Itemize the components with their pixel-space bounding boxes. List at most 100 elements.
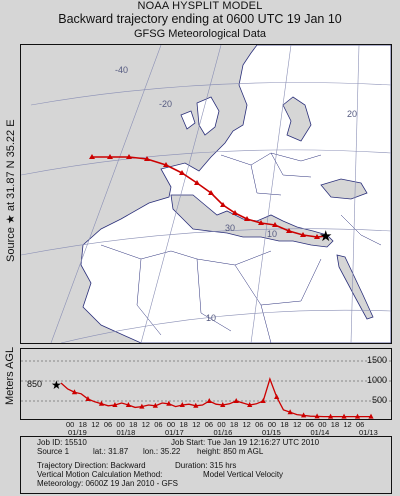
source-height: height: 850 m AGL	[197, 447, 264, 456]
sea-baltic	[282, 96, 312, 142]
time-axis-date-label: 01/13	[359, 428, 378, 437]
country-borders	[100, 152, 382, 343]
map-svg: -40 -20 20 30 10 10 ★	[21, 45, 391, 343]
land-ireland	[180, 110, 196, 130]
altitude-tick-500: 500	[371, 395, 387, 405]
time-axis-hour-label: 18	[78, 420, 87, 429]
trajectory-marker	[244, 216, 250, 221]
time-axis-hour-label: 00	[267, 420, 277, 429]
trajectory-marker	[232, 210, 238, 215]
graticule-label-lat-10: 10	[206, 313, 216, 323]
time-axis-date-label: 01/17	[165, 428, 184, 437]
altitude-marker	[139, 403, 145, 409]
time-axis-hour-label: 18	[280, 420, 289, 429]
altitude-marker	[152, 402, 158, 408]
time-axis-hour-label: 18	[129, 420, 138, 429]
job-id: Job ID: 15510	[37, 438, 87, 447]
time-axis-hour-label: 00	[66, 420, 75, 429]
altitude-marker	[220, 402, 226, 407]
vertical-motion-method: Vertical Motion Calculation Method:	[37, 470, 163, 479]
time-axis-hour-label: 12	[242, 420, 251, 429]
trajectory-title: Backward trajectory ending at 0600 UTC 1…	[58, 12, 342, 26]
graticule-label-lat-30: 30	[225, 223, 235, 233]
vertical-motion-value: Model Vertical Velocity	[203, 470, 284, 479]
altitude-marker	[287, 409, 293, 415]
altitude-profile: ★ 850 1500 1000 500	[20, 348, 392, 420]
source-number: Source 1	[37, 447, 70, 456]
altitude-marker	[193, 402, 199, 408]
graticule-label-lon-mid: -20	[159, 99, 172, 109]
trajectory-marker	[126, 154, 132, 159]
source-lon: lon.: 35.22	[143, 447, 181, 456]
time-axis-hour-label: 12	[141, 420, 150, 429]
trajectory-marker	[272, 222, 278, 227]
graticule	[21, 45, 391, 343]
graticule-label-lat-20: 20	[347, 109, 357, 119]
time-axis-date-label: 01/18	[116, 428, 136, 437]
altitude-start-star-icon: ★	[51, 378, 62, 392]
time-axis-hour-label: 12	[292, 420, 302, 429]
altitude-marker	[247, 402, 253, 407]
time-axis-hour-label: 00	[318, 420, 327, 429]
time-axis-hour-label: 18	[179, 420, 188, 429]
time-axis-hour-label: 00	[217, 420, 226, 429]
job-info-panel: Job ID: 15510 Job Start: Tue Jan 19 12:1…	[20, 436, 392, 494]
trajectory-marker	[300, 232, 306, 237]
altitude-tick-1000: 1000	[366, 375, 387, 385]
altitude-marker	[179, 402, 185, 407]
sea-red	[336, 254, 374, 320]
trajectory-marker	[89, 154, 95, 159]
altitude-marker	[206, 398, 212, 403]
altitude-marker	[301, 412, 307, 418]
time-axis-hour-label: 00	[116, 420, 125, 429]
trajectory-marker	[314, 234, 320, 239]
time-axis-hour-label: 12	[192, 420, 201, 429]
altitude-marker	[112, 402, 118, 407]
altitude-svg: ★	[21, 360, 391, 419]
trajectory-marker	[208, 190, 214, 195]
trajectory-marker	[258, 220, 264, 225]
trajectory-marker	[144, 156, 150, 161]
time-axis-hour-label: 06	[154, 420, 163, 429]
trajectory-direction: Trajectory Direction: Backward	[37, 461, 146, 470]
trajectory-marker	[194, 180, 200, 185]
time-axis-hour-label: 06	[103, 420, 113, 429]
graticule-label-lon-10: 10	[267, 229, 277, 239]
model-title: NOAA HYSPLIT MODEL	[137, 0, 263, 12]
time-axis-hour-label: 12	[343, 420, 352, 429]
trajectory-marker	[163, 162, 169, 167]
trajectory-marker	[286, 228, 292, 233]
altitude-marker	[327, 413, 334, 419]
altitude-line	[60, 376, 371, 418]
meteorology-subtitle: GFSG Meteorological Data	[133, 28, 267, 40]
trajectory-map: -40 -20 20 30 10 10 ★	[20, 44, 392, 344]
trajectory-marker	[107, 154, 113, 159]
land-british-isles	[196, 96, 220, 136]
time-axis-hour-label: 06	[305, 420, 314, 429]
time-axis-hour-label: 06	[356, 420, 365, 429]
altitude-markers	[71, 389, 374, 419]
time-axis-hour-label: 06	[255, 420, 264, 429]
altitude-marker	[274, 394, 280, 399]
meteorology-info: Meteorology: 0600Z 19 Jan 2010 - GFS	[37, 479, 178, 488]
altitude-marker	[71, 389, 78, 395]
time-axis-hour-label: 18	[229, 420, 239, 429]
altitude-marker	[98, 400, 105, 406]
altitude-axis-label: Meters AGL	[4, 346, 16, 405]
trajectory-marker	[220, 202, 226, 207]
altitude-marker	[368, 413, 374, 419]
altitude-marker	[314, 413, 320, 419]
altitude-tick-1500: 1500	[366, 355, 387, 365]
land-europe-africa	[80, 45, 391, 343]
trajectory-markers	[89, 154, 320, 239]
source-location-label: Source ★ at 31.87 N 35.22 E	[5, 119, 17, 262]
altitude-marker	[354, 413, 361, 419]
time-axis-hour-label: 00	[166, 420, 176, 429]
time-axis-date-label: 01/15	[262, 428, 281, 437]
altitude-marker	[260, 398, 266, 403]
time-axis-hour-label: 12	[91, 420, 100, 429]
graticule-label-lon-west: -40	[115, 65, 128, 75]
trajectory-duration: Duration: 315 hrs	[175, 461, 237, 470]
time-axis-date-label: 01/19	[68, 428, 87, 437]
